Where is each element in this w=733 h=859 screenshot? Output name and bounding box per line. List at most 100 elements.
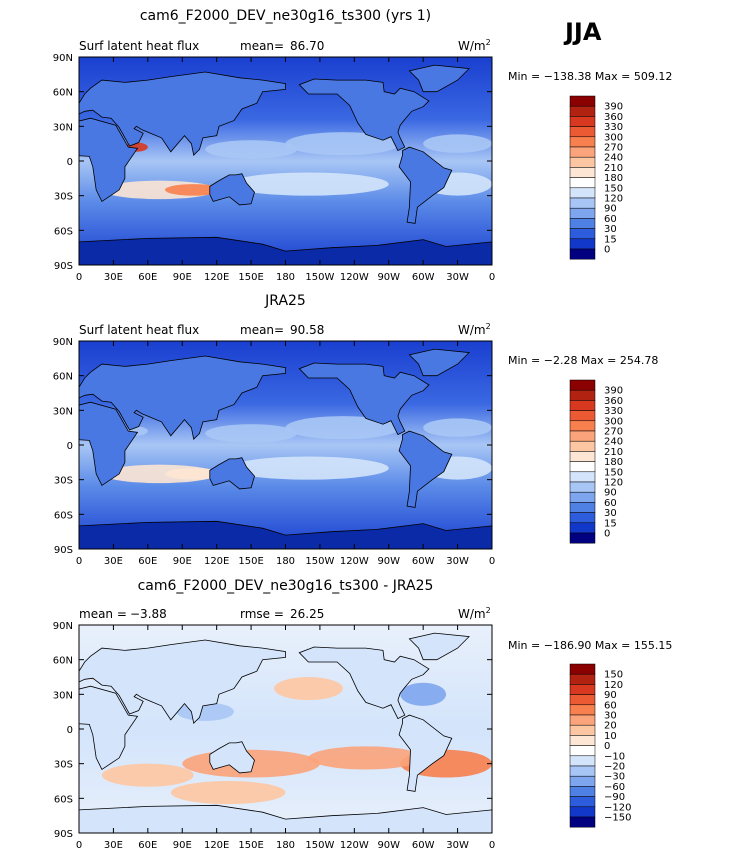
lon-tick-label: 90W xyxy=(377,272,400,283)
colorbar-swatch xyxy=(569,126,596,138)
colorbar-swatch xyxy=(569,724,596,736)
colorbar-label: 90 xyxy=(604,690,617,701)
colorbar-label: 120 xyxy=(604,194,623,205)
colorbar-swatch xyxy=(569,714,596,726)
field-patch xyxy=(400,682,447,706)
colorbar-swatch xyxy=(569,410,596,422)
colorbar-label: −90 xyxy=(604,792,625,803)
lon-tick-label: 30E xyxy=(104,272,123,283)
units-label: W/m2 xyxy=(458,322,491,337)
colorbar-label: 20 xyxy=(604,721,617,732)
colorbar-swatch xyxy=(569,440,596,452)
colorbar-swatch xyxy=(569,451,596,462)
lon-tick-label: 60E xyxy=(138,840,157,851)
coastline-namerica xyxy=(298,646,430,720)
lon-tick-label: 90E xyxy=(173,840,192,851)
colorbar-label: 150 xyxy=(604,467,623,478)
lon-tick-label: 60E xyxy=(138,272,157,283)
colorbar-label: 30 xyxy=(604,508,617,519)
field-patch xyxy=(228,456,389,480)
colorbar-swatch xyxy=(569,136,596,148)
units-label: W/m2 xyxy=(458,606,491,621)
colorbar-label: 330 xyxy=(604,406,623,417)
lat-tick-label: 90S xyxy=(54,829,73,840)
lat-tick-label: 30S xyxy=(54,192,73,203)
lon-tick-label: 180 xyxy=(276,840,295,851)
colorbar-label: 0 xyxy=(604,741,610,752)
colorbar-swatch xyxy=(569,745,596,757)
coastline-australia xyxy=(209,173,255,206)
colorbar-label: 10 xyxy=(604,731,617,742)
colorbar-swatch xyxy=(569,755,596,767)
field-patch xyxy=(423,418,492,437)
colorbar-label: 150 xyxy=(604,183,623,194)
colorbar-label: 210 xyxy=(604,447,623,458)
colorbar-label: 390 xyxy=(604,102,623,113)
colorbar-label: −20 xyxy=(604,762,625,773)
coastline-samerica xyxy=(398,430,453,508)
coastline-australia xyxy=(209,457,255,490)
colorbar-label: 90 xyxy=(604,488,617,499)
colorbar-label: 0 xyxy=(604,245,610,256)
lon-tick-label: 90W xyxy=(377,556,400,567)
field-patch xyxy=(165,468,223,480)
mean-label: mean= xyxy=(240,323,284,337)
lon-tick-label: 30W xyxy=(446,840,469,851)
colorbar-label: 360 xyxy=(604,396,623,407)
colorbar-swatch xyxy=(569,177,596,189)
coastline-samerica xyxy=(398,714,453,792)
colorbar-swatch xyxy=(569,502,596,513)
map-field xyxy=(79,57,492,265)
min-max-stats: Min = −2.28 Max = 254.78 xyxy=(508,354,658,367)
colorbar-label: 0 xyxy=(604,529,610,540)
lat-tick-label: 30S xyxy=(54,476,73,487)
lat-tick-label: 60N xyxy=(53,656,73,667)
panel-2: JRA25 Surf latent heat flux mean= 90.58 W/m2… xyxy=(53,293,659,567)
coastline-africa xyxy=(79,401,139,486)
colorbar-label: 360 xyxy=(604,112,623,123)
colorbar-swatch xyxy=(569,796,596,808)
colorbar-swatch xyxy=(569,430,596,442)
colorbar-label: −60 xyxy=(604,782,625,793)
field-patch xyxy=(170,781,286,805)
colorbar-label: 120 xyxy=(604,478,623,489)
colorbar-label: 60 xyxy=(604,498,617,509)
lon-tick-label: 150E xyxy=(238,840,263,851)
lon-tick-label: 60W xyxy=(412,840,435,851)
lat-tick-label: 30S xyxy=(54,760,73,771)
lon-tick-label: 150W xyxy=(305,840,334,851)
colorbar-swatch xyxy=(569,389,596,401)
colorbar-swatch xyxy=(569,532,596,544)
lon-tick-label: 0 xyxy=(76,272,82,283)
colorbar-label: 240 xyxy=(604,437,623,448)
colorbar-label: 60 xyxy=(604,214,617,225)
lon-tick-label: 150W xyxy=(305,556,334,567)
rmse-value: 26.25 xyxy=(290,607,324,621)
units-label: W/m2 xyxy=(458,38,491,53)
colorbar-label: 150 xyxy=(604,670,623,681)
colorbar-swatch xyxy=(569,806,596,818)
lat-tick-label: 0 xyxy=(67,725,73,736)
lon-tick-label: 0 xyxy=(489,556,495,567)
mean-value: −3.88 xyxy=(130,607,167,621)
field-patch xyxy=(101,763,194,787)
panel-1: cam6_F2000_DEV_ne30g16_ts300 (yrs 1) Surf… xyxy=(53,8,673,283)
coastline-africa xyxy=(79,117,139,202)
coastline-antarctica xyxy=(79,520,492,549)
colorbar-swatch xyxy=(569,197,596,209)
colorbar-swatch xyxy=(569,156,596,168)
colorbar-swatch xyxy=(569,146,596,158)
panel-title: cam6_F2000_DEV_ne30g16_ts300 - JRA25 xyxy=(138,578,434,594)
colorbar-swatch xyxy=(569,786,596,797)
lat-tick-label: 30N xyxy=(53,122,73,133)
colorbar-label: 30 xyxy=(604,224,617,235)
colorbar-swatch xyxy=(569,775,596,787)
lat-tick-label: 0 xyxy=(67,441,73,452)
colorbar-label: 240 xyxy=(604,153,623,164)
colorbar-label: 180 xyxy=(604,173,623,184)
colorbar-swatch xyxy=(569,207,596,219)
min-max-stats: Min = −186.90 Max = 155.15 xyxy=(508,639,672,652)
coastline-samerica xyxy=(398,146,453,224)
panel-title: JRA25 xyxy=(264,293,306,309)
